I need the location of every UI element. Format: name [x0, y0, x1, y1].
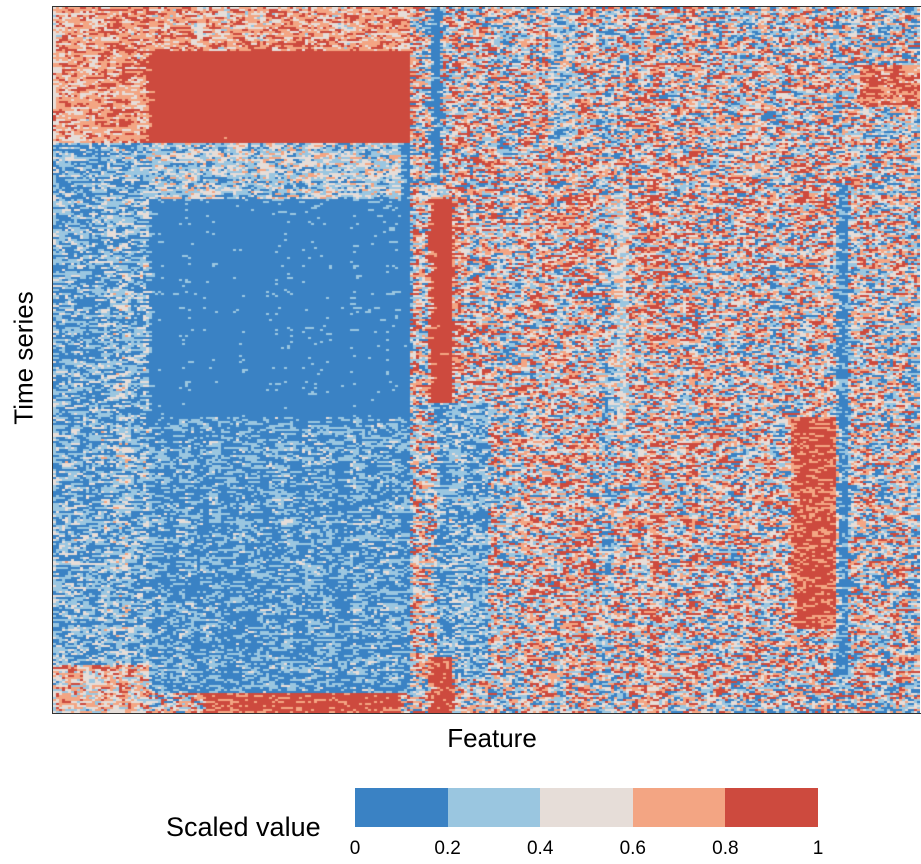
color-legend-ticks: 0 0.2 0.4 0.6 0.8 1	[350, 838, 824, 862]
legend-tick-label: 1	[812, 838, 824, 859]
legend-swatch-1	[447, 788, 541, 827]
legend-tick-label: 0.8	[712, 838, 739, 859]
legend-swatch-4	[725, 788, 818, 827]
legend-swatch-0	[355, 788, 448, 827]
legend-tick-label: 0.6	[619, 838, 647, 859]
legend-tick-label: 0.4	[526, 838, 554, 859]
legend-tick-label: 0	[349, 838, 361, 859]
legend-tick-label: 0.2	[434, 838, 461, 859]
x-axis-title: Feature	[447, 723, 537, 753]
heatmap-plot-area	[52, 6, 921, 714]
y-axis-title: Time series	[8, 291, 39, 425]
legend-swatch-2	[540, 788, 633, 827]
legend-title: Scaled value	[166, 812, 321, 842]
legend-swatch-3	[632, 788, 726, 827]
color-legend-bar	[355, 788, 818, 827]
heatmap-cells	[53, 7, 920, 713]
